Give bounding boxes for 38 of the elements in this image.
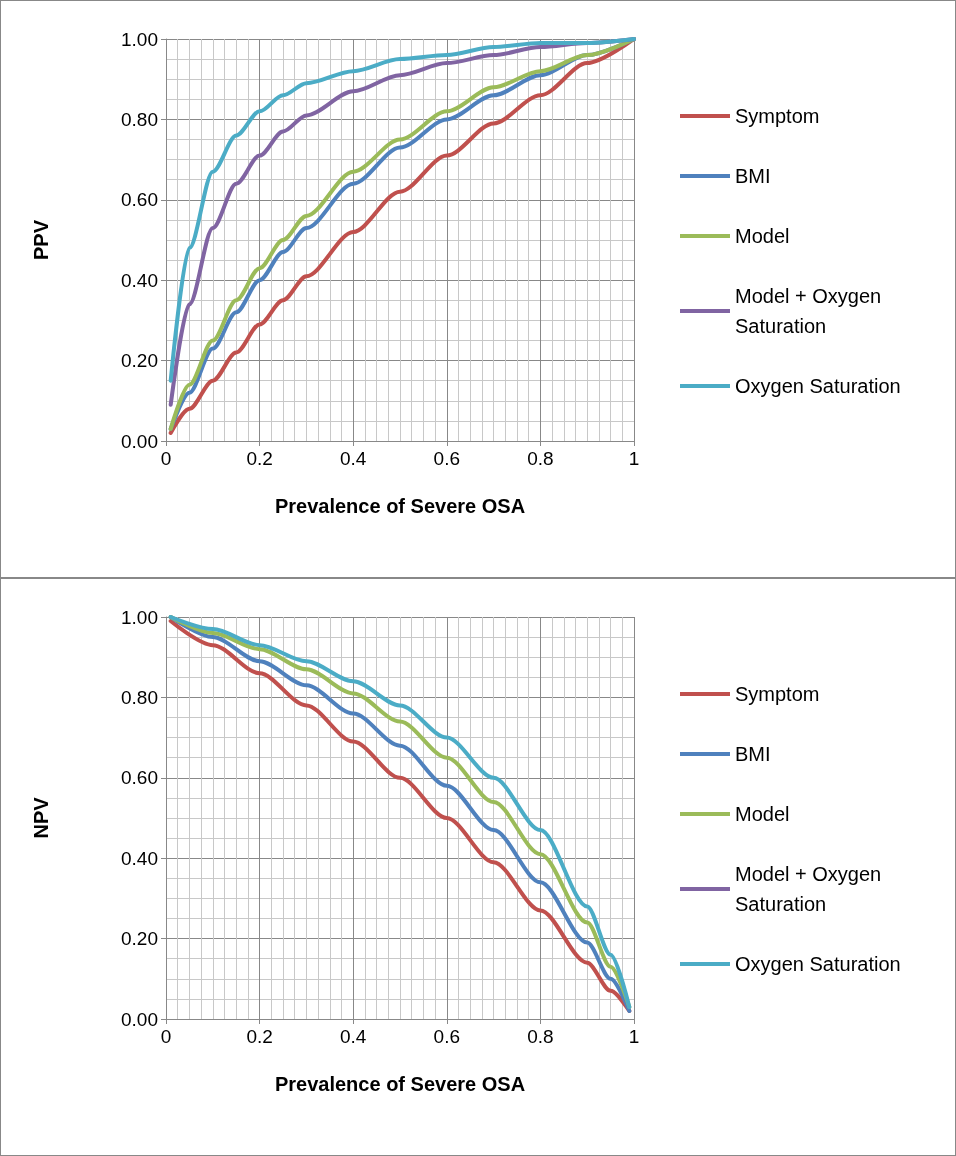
- x-tick-label: 1: [628, 448, 640, 469]
- legend-label: BMI: [735, 165, 771, 187]
- x-tick-label: 0.4: [339, 448, 367, 469]
- y-tick-label: 0.00: [121, 1008, 158, 1030]
- legend-label: Symptom: [735, 683, 820, 705]
- y-tick-label: 0.40: [121, 847, 158, 869]
- y-axis-title: PPV: [30, 219, 52, 261]
- legend-label: Oxygen Saturation: [735, 375, 901, 397]
- x-tick-label: 0.8: [527, 1026, 554, 1047]
- x-tick-label: 1: [628, 1026, 640, 1047]
- x-tick-label: 0.2: [246, 1026, 273, 1047]
- y-tick-label: 0.20: [121, 928, 158, 950]
- x-tick-label: 0.6: [433, 1026, 461, 1047]
- legend-label: Model: [735, 225, 790, 247]
- y-tick-label: 0.80: [121, 686, 158, 708]
- x-tick-label: 0: [160, 448, 172, 469]
- y-tick-label: 1.00: [121, 606, 158, 628]
- x-tick-label: 0.4: [339, 1026, 367, 1047]
- y-tick-label: 0.20: [121, 350, 158, 372]
- x-axis-title: Prevalence of Severe OSA: [274, 495, 526, 517]
- x-tick-label: 0.8: [527, 448, 554, 469]
- legend-label: Oxygen Saturation: [735, 953, 901, 975]
- x-axis-title: Prevalence of Severe OSA: [274, 1073, 526, 1095]
- y-tick-label: 0.60: [121, 189, 158, 211]
- legend-label: BMI: [735, 743, 771, 765]
- y-tick-label: 1.00: [121, 28, 158, 50]
- y-tick-label: 0.40: [121, 269, 158, 291]
- legend-label: Symptom: [735, 105, 820, 127]
- y-tick-label: 0.60: [121, 767, 158, 789]
- x-tick-label: 0.6: [433, 448, 461, 469]
- legend-label: Model + Oxygen Saturation: [735, 285, 887, 337]
- y-axis-title: NPV: [30, 796, 52, 839]
- legend-label: Model + Oxygen Saturation: [735, 863, 887, 915]
- x-tick-label: 0.2: [246, 448, 273, 469]
- legend-label: Model: [735, 803, 790, 825]
- y-tick-label: 0.00: [121, 430, 158, 452]
- y-tick-label: 0.80: [121, 108, 158, 130]
- x-tick-label: 0: [160, 1026, 172, 1047]
